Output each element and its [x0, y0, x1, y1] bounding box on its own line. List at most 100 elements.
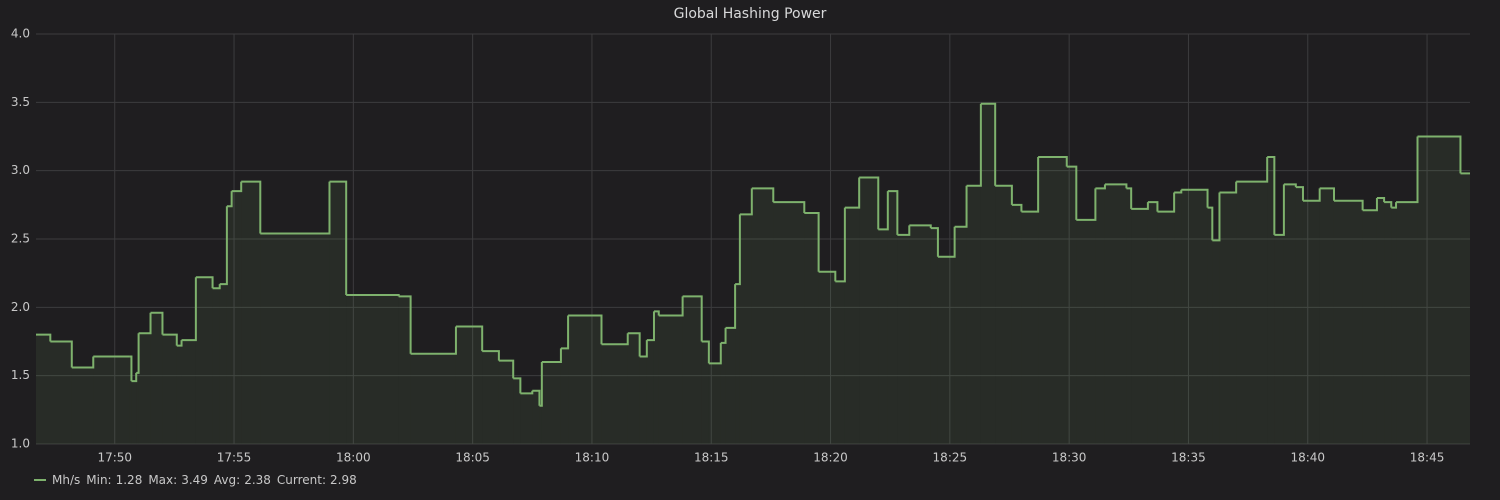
line-step [995, 184, 1013, 205]
area-fill [601, 344, 628, 444]
area-fill [639, 356, 647, 444]
area-fill [1174, 192, 1182, 444]
area-fill [520, 393, 533, 444]
line-step [1131, 202, 1149, 210]
line-step [513, 377, 522, 394]
line-step [1104, 183, 1128, 189]
line-step [725, 284, 737, 329]
line-step [1066, 165, 1078, 220]
line-step [1147, 201, 1159, 212]
area-fill [1066, 166, 1077, 445]
line-step [329, 180, 348, 296]
area-fill [498, 360, 514, 444]
y-tick-label: 3.0 [11, 163, 30, 177]
area-fill [835, 281, 845, 444]
area-fill [878, 229, 888, 444]
area-fill [36, 334, 51, 444]
line-step [1236, 157, 1269, 183]
area-fill [1147, 202, 1158, 444]
area-fill [1038, 157, 1067, 444]
area-fill [1219, 192, 1237, 444]
area-fill [219, 284, 227, 444]
line-step [568, 314, 603, 345]
area-fill [751, 188, 774, 444]
area-fill [1362, 210, 1377, 444]
line-step [682, 295, 703, 342]
line-step [1011, 203, 1023, 212]
chart-title: Global Hashing Power [674, 6, 827, 22]
line-step [897, 225, 911, 236]
area-fill [346, 295, 399, 444]
line-step [195, 276, 214, 289]
area-fill [1417, 136, 1461, 444]
line-step [887, 190, 899, 235]
line-step [1362, 198, 1378, 212]
legend-swatch [34, 479, 46, 481]
line-step [136, 333, 140, 374]
area-fill [136, 372, 139, 444]
line-step [398, 295, 412, 354]
line-step [1302, 188, 1321, 202]
area-fill [1126, 188, 1132, 444]
line-step [804, 212, 820, 272]
legend-stat-value: 1.28 [115, 473, 143, 487]
area-fill [735, 284, 740, 444]
x-tick-label: 18:35 [1171, 451, 1206, 465]
line-step [129, 355, 133, 382]
y-tick-label: 2.5 [11, 232, 30, 246]
y-tick-label: 1.0 [11, 437, 30, 451]
area-fill [129, 356, 132, 444]
area-fill [859, 177, 879, 444]
x-tick-label: 18:10 [575, 451, 610, 465]
area-fill [980, 103, 996, 444]
area-fill [1267, 157, 1275, 444]
line-step [658, 296, 684, 317]
area-fill [954, 226, 967, 444]
area-fill [1011, 204, 1022, 444]
line-step [520, 390, 534, 395]
x-tick-label: 18:00 [336, 451, 371, 465]
legend-stat-value: 3.49 [181, 473, 208, 487]
legend: Mh/s Min: 1.28 Max: 3.49 Avg: 2.38 Current: 2.98 [34, 473, 357, 487]
line-step [1417, 135, 1462, 174]
line-step [701, 340, 710, 364]
area-fill [560, 348, 569, 444]
area-fill [1384, 202, 1392, 444]
area-fill [966, 185, 981, 444]
line-step [835, 207, 846, 283]
line-step [71, 356, 95, 369]
line-step [1283, 183, 1297, 188]
area-fill [541, 362, 561, 444]
area-fill [887, 191, 898, 444]
line-step [36, 333, 52, 342]
line-step [226, 191, 233, 208]
area-fill [658, 315, 683, 444]
line-step [176, 340, 183, 347]
area-fill [1021, 211, 1039, 444]
line-step [735, 214, 741, 286]
area-fill [195, 277, 213, 444]
y-tick-label: 3.5 [11, 95, 30, 109]
legend-stat-value: 2.98 [330, 473, 357, 487]
area-fill [1095, 188, 1105, 444]
line-step [1267, 156, 1276, 235]
line-step [1376, 197, 1386, 203]
line-step [212, 284, 221, 290]
area-fill [539, 405, 542, 444]
y-tick-label: 2.0 [11, 300, 30, 314]
line-step [1181, 188, 1209, 208]
line-step [241, 180, 262, 234]
x-tick-label: 17:50 [97, 451, 132, 465]
line-step [751, 187, 775, 203]
area-fill [71, 367, 94, 444]
legend-stat-label: Min: [86, 473, 112, 487]
area-fill [513, 378, 521, 444]
line-step [532, 389, 541, 406]
line-step [818, 270, 837, 282]
x-tick-label: 18:15 [694, 451, 729, 465]
area-fill [701, 341, 709, 444]
area-fill [1131, 208, 1148, 444]
area-fill [1236, 181, 1268, 444]
line-step [1021, 157, 1040, 213]
line-step [1274, 184, 1285, 236]
